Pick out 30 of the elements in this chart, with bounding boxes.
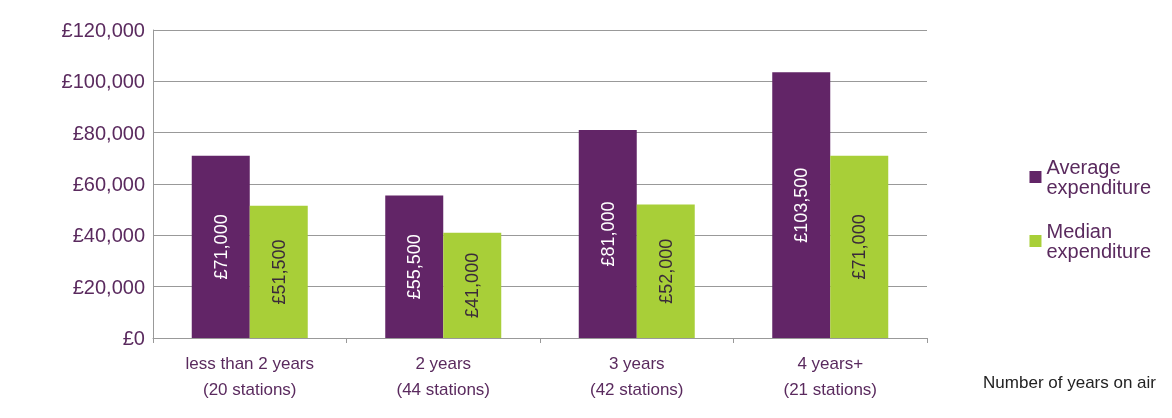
data-label: £51,500: [268, 239, 289, 305]
data-label: £71,000: [849, 214, 870, 280]
bar: [636, 204, 695, 338]
bar: [191, 155, 250, 338]
y-tick-label: £120,000: [61, 19, 145, 41]
data-label: £41,000: [462, 252, 483, 318]
x-tick-label: 3 years (42 stations): [589, 353, 684, 399]
data-label: £71,000: [210, 214, 231, 280]
y-tick-label: £80,000: [72, 121, 145, 144]
legend-label: Average expenditure: [1046, 156, 1152, 198]
bar: [578, 130, 637, 338]
bar: [249, 205, 308, 338]
bar: [830, 155, 889, 338]
y-tick-label: £100,000: [61, 70, 145, 93]
data-label: £55,500: [404, 234, 425, 300]
y-tick-label: £40,000: [72, 224, 145, 247]
x-tick-label: 2 years (44 stations): [396, 353, 491, 399]
data-label: £81,000: [597, 201, 618, 267]
data-label: £103,500: [791, 167, 812, 243]
x-tick-label: 4 years+ (21 stations): [783, 353, 878, 399]
bar: [772, 72, 831, 338]
y-tick-label: £0: [122, 327, 145, 349]
x-axis-title: Number of years on air: [983, 373, 1157, 392]
y-tick-label: £60,000: [72, 173, 145, 195]
data-label: £52,000: [655, 238, 676, 304]
y-tick-label: £20,000: [72, 275, 145, 298]
bar: [385, 195, 444, 338]
bar: [443, 232, 502, 338]
legend-label: Median expenditure: [1046, 220, 1152, 262]
x-tick-label: less than 2 years (20 stations): [185, 353, 315, 399]
